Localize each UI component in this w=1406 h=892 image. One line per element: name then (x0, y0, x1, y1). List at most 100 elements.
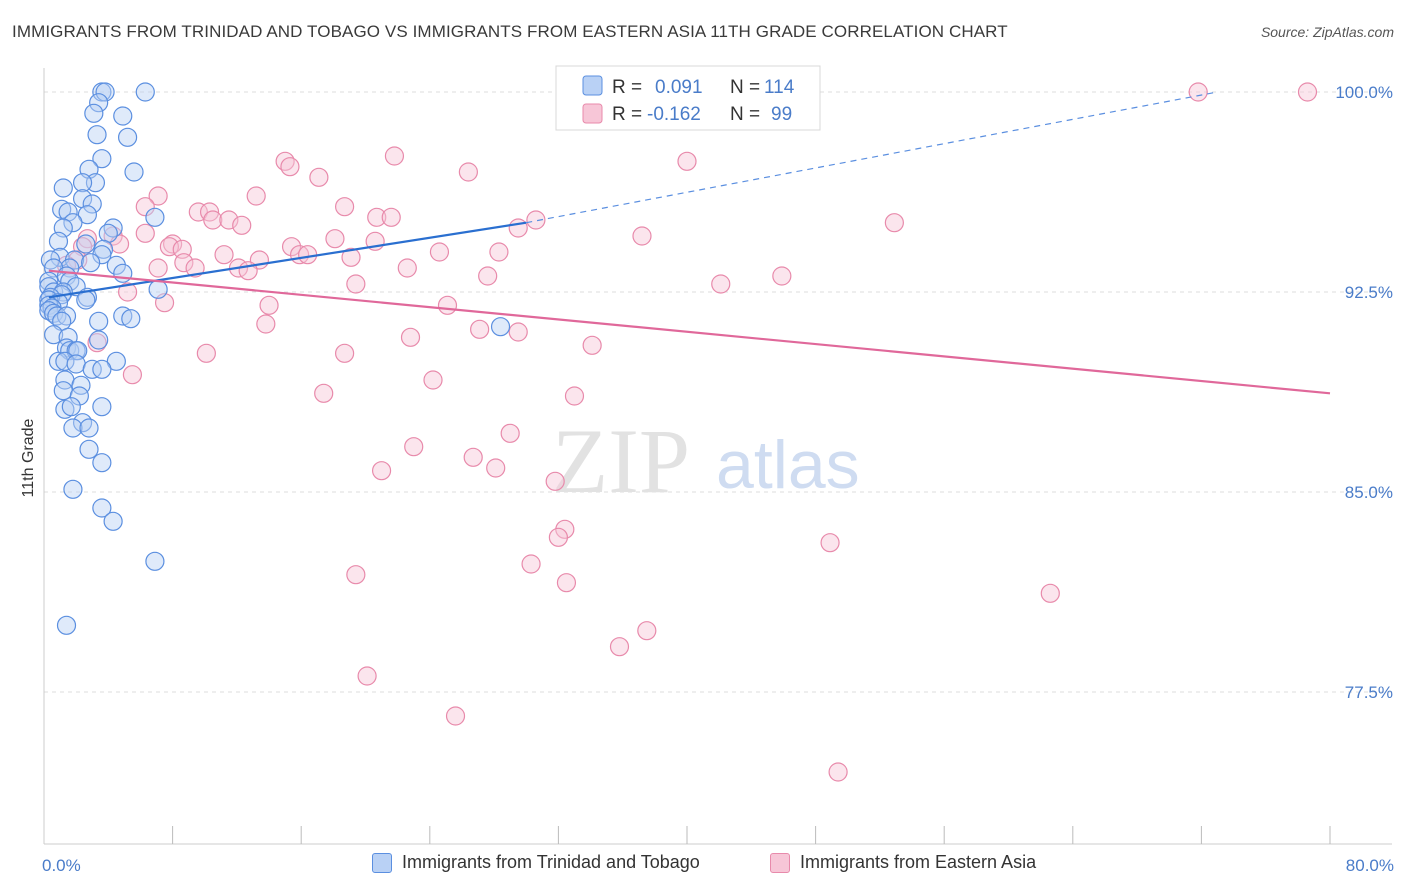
data-point (145, 551, 165, 571)
data-point (335, 343, 355, 363)
data-point (314, 383, 334, 403)
data-point (232, 215, 252, 235)
data-point (555, 519, 575, 539)
data-point (280, 157, 300, 177)
data-point (346, 565, 366, 585)
data-point (92, 245, 112, 265)
legend-n-label: N = (730, 104, 760, 125)
data-point (92, 149, 112, 169)
data-point (489, 242, 509, 262)
data-point (76, 234, 96, 254)
data-point (556, 573, 577, 593)
data-point (92, 498, 112, 518)
data-point (135, 197, 155, 217)
legend-swatch-pink (770, 852, 790, 873)
data-point (55, 351, 75, 371)
watermark-atlas: atlas (716, 427, 860, 503)
data-point (163, 234, 183, 254)
data-point (53, 178, 73, 198)
data-point (113, 263, 133, 283)
data-point (404, 437, 424, 457)
data-point (124, 162, 144, 182)
legend-r-value: -0.162 (647, 104, 701, 125)
data-point (259, 295, 279, 315)
data-point (309, 167, 329, 187)
data-point (463, 447, 483, 467)
data-point (281, 237, 302, 257)
data-point (346, 274, 366, 294)
data-point (44, 325, 64, 345)
x-tick-label: 0.0% (42, 856, 81, 875)
data-point (500, 423, 520, 443)
data-point (148, 258, 168, 278)
data-point (564, 386, 585, 406)
data-point (203, 210, 223, 230)
data-point (478, 266, 498, 286)
axes (43, 68, 1392, 845)
legend-n-label: N = (730, 77, 760, 98)
data-point (63, 479, 83, 499)
data-point (384, 146, 405, 166)
data-point (637, 621, 657, 641)
x-tick-label: 80.0% (1346, 856, 1394, 875)
y-tick-labels: 100.0% 92.5% 85.0% 77.5% (1335, 83, 1393, 702)
data-point (357, 666, 377, 686)
data-point (148, 279, 168, 299)
data-point (458, 162, 478, 182)
data-point (548, 527, 569, 547)
data-point (609, 637, 630, 657)
data-point (89, 93, 109, 113)
data-point (72, 173, 93, 193)
data-point (106, 351, 126, 371)
data-point (381, 207, 401, 227)
data-point (117, 282, 138, 302)
y-tick-label: 77.5% (1345, 683, 1393, 702)
data-point (69, 386, 89, 406)
data-point (76, 290, 96, 310)
data-point (79, 439, 99, 459)
legend-r-label: R = (612, 104, 642, 125)
data-point (48, 231, 69, 251)
data-point (1188, 82, 1208, 102)
data-point (1297, 82, 1318, 102)
data-point (106, 255, 126, 275)
watermark: ZIP atlas (552, 410, 860, 512)
data-point (521, 554, 541, 574)
data-point (82, 194, 102, 214)
legend-r-value: 0.091 (655, 77, 703, 98)
trend-lines (48, 91, 1331, 395)
data-point (72, 413, 93, 433)
legend-item-trinidad[interactable]: Immigrants from Trinidad and Tobago (372, 852, 700, 873)
data-point (95, 82, 115, 102)
stats-legend: R = 0.091 N = 114 R = -0.162 N = 99 (555, 65, 821, 131)
data-point (81, 253, 101, 273)
data-point (135, 223, 155, 243)
source-credit: Source: ZipAtlas.com (1260, 24, 1394, 40)
data-point (122, 365, 143, 385)
data-point (66, 354, 86, 374)
trend-line-pink (48, 269, 1331, 395)
legend-r-label: R = (612, 77, 642, 98)
data-point (103, 511, 123, 531)
data-point (82, 359, 102, 379)
data-point (63, 213, 83, 233)
data-point (400, 327, 421, 347)
data-point (63, 418, 83, 438)
data-point (298, 245, 318, 265)
data-point (820, 533, 840, 553)
data-point (89, 311, 109, 331)
legend-n-value: 99 (771, 104, 792, 125)
y-tick-label: 100.0% (1335, 83, 1393, 102)
data-point (256, 314, 276, 334)
data-point (148, 186, 168, 206)
data-point (61, 397, 81, 417)
data-point (56, 615, 77, 635)
legend-n-value: 114 (764, 77, 795, 98)
y-tick-label: 85.0% (1345, 483, 1393, 502)
data-point (828, 762, 848, 782)
legend-item-eastern-asia[interactable]: Immigrants from Eastern Asia (770, 852, 1036, 873)
data-point (196, 343, 216, 363)
data-point (219, 210, 239, 230)
data-point (677, 151, 697, 171)
